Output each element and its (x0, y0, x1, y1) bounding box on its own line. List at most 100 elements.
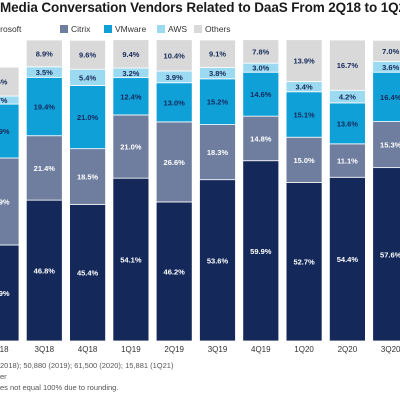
x-tick-label-2q19: 2Q19 (164, 345, 184, 354)
bar-segment-microsoft-3q18 (25, 199, 63, 342)
legend-label-microsoft: icrosoft (0, 24, 22, 34)
data-label-others-1q19: 9.4% (122, 50, 139, 59)
bar-segment-others-4q19 (242, 39, 280, 64)
data-label-citrix-1q20: 15.0% (293, 156, 315, 165)
bar-segment-vmware-1q19 (112, 77, 150, 116)
data-label-citrix-4q18: 18.5% (77, 173, 99, 182)
data-label-aws-2q18: .7% (0, 96, 8, 105)
legend-item-others: Others (194, 24, 231, 34)
legend-label-citrix: Citrix (71, 24, 91, 34)
bar-segment-others-3q20 (372, 39, 400, 62)
x-tick-label-1q20: 1Q20 (294, 345, 314, 354)
data-label-others-3q19: 9.1% (209, 50, 226, 59)
bar-segment-vmware-4q19 (242, 71, 280, 117)
data-label-microsoft-3q18: 46.8% (34, 267, 56, 276)
legend-label-others: Others (205, 24, 231, 34)
bar-segment-microsoft-1q19 (112, 177, 150, 342)
bar-segment-vmware-1q20 (285, 91, 323, 138)
data-label-aws-2q19: 3.9% (166, 73, 183, 82)
bar-segment-microsoft-1q20 (285, 181, 323, 342)
data-label-others-2q18: .6% (0, 78, 8, 87)
data-label-aws-4q18: 5.4% (79, 73, 96, 82)
legend-item-citrix: Citrix (60, 24, 90, 34)
bar-segment-vmware-3q18 (25, 76, 63, 137)
data-label-citrix-2q18: 3.9% (0, 197, 10, 206)
bar-segment-others-4q18 (69, 39, 106, 70)
bar-segment-vmware-4q18 (69, 85, 106, 150)
data-label-others-3q20: 7.0% (382, 47, 399, 56)
bar-segment-microsoft-4q18 (69, 203, 106, 342)
legend-swatch-vmware (104, 25, 112, 33)
data-label-others-4q18: 9.6% (79, 51, 96, 60)
legend-swatch-citrix (60, 25, 68, 33)
bar-segment-vmware-2q20 (328, 102, 366, 145)
footnote-rounding: es not equal 100% due to rounding. (0, 383, 119, 392)
bar-segment-others-2q20 (328, 39, 366, 91)
legend-item-aws: AWS (157, 24, 187, 34)
bar-segment-citrix-3q18 (25, 135, 63, 201)
legend-swatch-aws (157, 25, 165, 33)
x-tick-label-4q18: 4Q18 (78, 345, 98, 354)
bar-segment-others-2q19 (155, 39, 193, 72)
bar-segment-others-3q19 (199, 39, 236, 68)
footnote-sample-sizes: 2018); 50,880 (2019); 61,500 (2020); 15,… (0, 361, 174, 370)
data-label-vmware-1q20: 15.1% (293, 110, 315, 119)
data-label-aws-3q19: 3.8% (209, 69, 226, 78)
bar-segment-others-2q18 (0, 66, 20, 97)
data-label-vmware-4q18: 21.0% (77, 113, 99, 122)
data-label-citrix-2q19: 26.6% (164, 158, 186, 167)
bar-segment-microsoft-2q20 (328, 176, 366, 342)
bar-segment-microsoft-3q20 (372, 167, 400, 342)
x-tick-label-2q20: 2Q20 (338, 345, 358, 354)
data-label-others-2q20: 16.7% (337, 61, 359, 70)
data-label-microsoft-3q19: 53.6% (207, 256, 229, 265)
data-label-microsoft-1q20: 52.7% (293, 258, 315, 267)
data-label-vmware-1q19: 12.4% (120, 92, 142, 101)
footnotes: 2018); 50,880 (2019); 61,500 (2020); 15,… (0, 360, 400, 393)
data-label-microsoft-4q19: 59.9% (250, 247, 272, 256)
bar-segment-microsoft-3q19 (199, 179, 236, 342)
bar-segment-citrix-2q19 (155, 121, 193, 203)
data-label-others-3q18: 8.9% (36, 49, 53, 58)
data-label-microsoft-3q20: 57.6% (380, 250, 400, 259)
bar-segment-others-3q18 (25, 39, 63, 68)
data-label-vmware-3q18: 19.4% (34, 103, 56, 112)
data-label-vmware-3q20: 16.4% (380, 93, 400, 102)
x-tick-label-2q18: Q18 (0, 345, 9, 354)
data-label-aws-2q20: 4.2% (339, 93, 356, 102)
data-label-others-2q19: 10.4% (164, 51, 186, 60)
bar-segment-vmware-3q19 (199, 78, 236, 125)
legend-label-aws: AWS (168, 24, 188, 34)
stacked-bar-chart: 1.9% 3.9% 7.9% .7% .6% Q18 46.8% 21.4% 19.4% 3.5%… (0, 39, 400, 354)
chart-title: Media Conversation Vendors Related to Da… (0, 0, 400, 15)
bar-segment-citrix-2q20 (328, 143, 366, 178)
data-label-others-4q19: 7.8% (252, 47, 269, 56)
data-label-vmware-3q19: 15.2% (207, 98, 229, 107)
data-label-others-1q20: 13.9% (293, 57, 315, 66)
data-label-vmware-2q19: 13.0% (164, 98, 186, 107)
x-tick-label-3q20: 3Q20 (381, 345, 400, 354)
data-label-aws-1q19: 3.2% (122, 69, 139, 78)
x-tick-label-1q19: 1Q19 (121, 345, 141, 354)
bar-segment-citrix-4q19 (242, 115, 280, 162)
x-tick-label-3q19: 3Q19 (208, 345, 228, 354)
x-tick-label-4q19: 4Q19 (251, 345, 271, 354)
bar-segment-others-1q19 (112, 39, 150, 69)
bar-segment-microsoft-2q19 (155, 201, 193, 342)
data-label-microsoft-2q19: 46.2% (164, 267, 186, 276)
legend-swatch-others (194, 25, 202, 33)
footnote-source: er (0, 372, 7, 381)
data-label-citrix-1q19: 21.0% (120, 143, 142, 152)
data-label-aws-3q18: 3.5% (36, 68, 53, 77)
bar-segment-citrix-1q20 (285, 136, 323, 183)
data-label-citrix-3q18: 21.4% (34, 164, 56, 173)
data-label-vmware-4q19: 14.6% (250, 90, 272, 99)
data-label-aws-1q20: 3.4% (296, 83, 313, 92)
data-label-citrix-4q19: 14.8% (250, 134, 272, 143)
bar-segment-vmware-3q20 (372, 71, 400, 122)
data-label-citrix-3q19: 18.3% (207, 148, 229, 157)
data-label-citrix-2q20: 11.1% (337, 157, 358, 166)
bar-segment-citrix-4q18 (69, 148, 106, 205)
legend-item-vmware: VMware (104, 24, 146, 34)
legend-item-microsoft: icrosoft (0, 24, 21, 34)
